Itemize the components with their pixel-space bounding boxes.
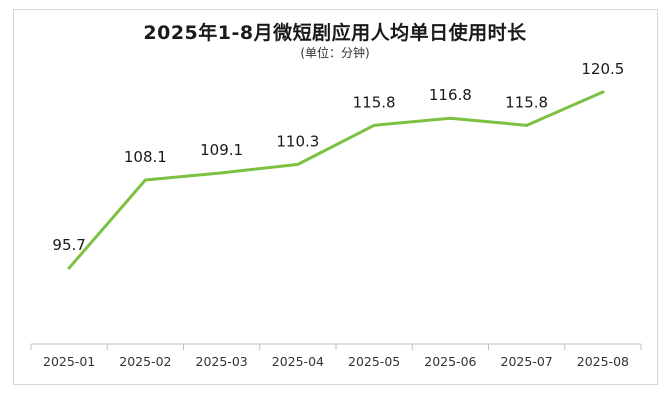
data-label: 109.1	[200, 141, 243, 159]
data-label: 115.8	[353, 93, 396, 111]
x-tick-label: 2025-01	[43, 354, 95, 369]
data-point	[296, 162, 300, 166]
data-point	[143, 178, 147, 182]
data-label: 108.1	[124, 148, 167, 166]
data-point	[67, 266, 71, 270]
data-label: 110.3	[276, 132, 319, 150]
x-tick-label: 2025-05	[348, 354, 400, 369]
data-label: 120.5	[581, 60, 624, 78]
x-tick-label: 2025-03	[196, 354, 248, 369]
x-tick-label: 2025-04	[272, 354, 324, 369]
x-tick-label: 2025-07	[501, 354, 553, 369]
x-tick-label: 2025-02	[119, 354, 171, 369]
data-point	[220, 171, 224, 175]
data-point	[525, 123, 529, 127]
chart-title: 2025年1-8月微短剧应用人均单日使用时长	[143, 22, 527, 44]
data-label: 116.8	[429, 86, 472, 104]
series-line	[67, 90, 605, 270]
data-point	[601, 90, 605, 94]
data-label: 115.8	[505, 93, 548, 111]
x-tick-label: 2025-08	[577, 354, 629, 369]
data-point	[372, 123, 376, 127]
chart-frame	[13, 9, 658, 385]
x-tick-label: 2025-06	[424, 354, 476, 369]
chart-subtitle: (单位：分钟)	[300, 46, 370, 60]
data-point	[448, 116, 452, 120]
data-label: 95.7	[52, 236, 85, 254]
